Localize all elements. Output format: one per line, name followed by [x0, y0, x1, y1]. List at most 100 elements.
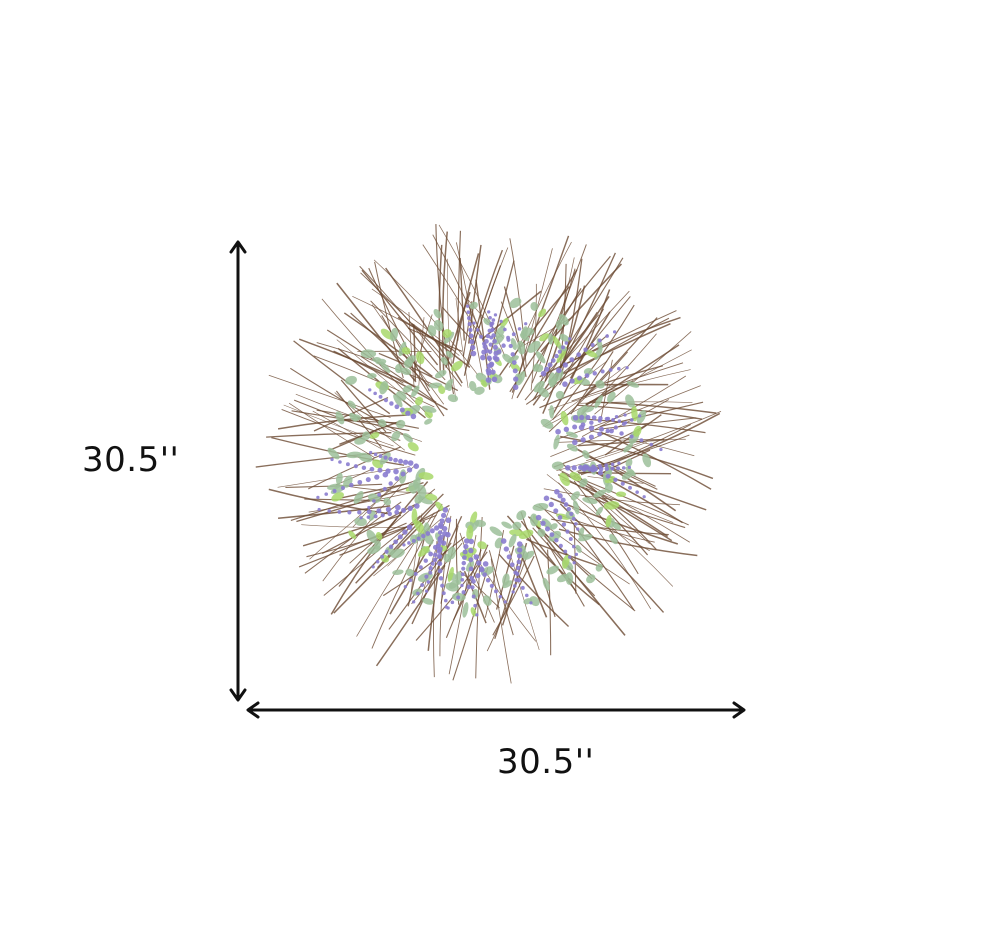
twig	[594, 331, 692, 415]
lavender-bud	[481, 341, 487, 346]
leaf	[475, 372, 487, 383]
lavender-bud	[617, 461, 621, 465]
leaf	[447, 394, 459, 403]
lavender-bud	[584, 464, 590, 470]
lavender-bud	[369, 450, 373, 455]
twig	[410, 513, 423, 596]
leaf	[417, 546, 430, 557]
lavender-bud	[485, 367, 492, 374]
twig	[352, 295, 455, 351]
twig	[278, 505, 391, 519]
twig	[407, 327, 463, 352]
lavender-bud	[509, 562, 515, 568]
lavender-bud	[317, 507, 321, 512]
leaf	[538, 308, 547, 318]
leaf	[548, 333, 554, 345]
lavender-bud	[469, 575, 474, 581]
lavender-bud	[578, 424, 585, 431]
leaf	[566, 443, 578, 452]
lavender-bud	[428, 551, 434, 557]
leaf	[327, 447, 340, 460]
lavender-bud	[394, 509, 400, 515]
lavender-bud	[494, 589, 498, 594]
lavender-bud	[413, 463, 420, 469]
lavender-bud	[627, 465, 632, 470]
twig	[539, 316, 681, 378]
leaf	[445, 350, 453, 358]
lavender-bud	[442, 507, 449, 513]
leaf	[502, 573, 510, 586]
lavender-bud	[554, 538, 559, 543]
lavender-bud	[514, 577, 519, 582]
leaf	[560, 410, 569, 426]
lavender-bud	[576, 527, 580, 531]
leaf	[390, 327, 399, 342]
twig	[509, 241, 572, 368]
lavender-bud	[378, 454, 383, 459]
lavender-bud	[347, 510, 352, 515]
leaf	[465, 560, 475, 572]
lavender-bud	[387, 511, 392, 517]
lavender-bud	[456, 595, 461, 600]
lavender-bud	[490, 369, 496, 375]
lavender-bud	[576, 352, 582, 358]
twig	[547, 369, 691, 411]
lavender-bud	[461, 590, 466, 595]
leaf	[435, 501, 444, 511]
twig	[293, 399, 401, 442]
lavender-bud	[571, 465, 577, 471]
lavender-bud	[473, 554, 480, 560]
leaf	[551, 461, 564, 470]
lavender-bud	[385, 506, 392, 513]
lavender-bud	[517, 547, 523, 553]
lavender-bud	[503, 600, 507, 604]
lavender-bud	[373, 514, 378, 519]
lavender-bud	[498, 594, 503, 599]
lavender-bud	[468, 566, 474, 572]
lavender-bud	[491, 333, 496, 338]
leaf	[495, 325, 506, 339]
lavender-bud	[591, 415, 597, 421]
lavender-bud	[357, 510, 362, 515]
lavender-bud	[460, 583, 464, 588]
lavender-bud	[372, 499, 376, 503]
twig	[371, 304, 445, 405]
leaf	[346, 451, 362, 459]
lavender-bud	[484, 348, 490, 353]
leaf	[401, 347, 411, 355]
lavender-bud	[492, 344, 498, 350]
lavender-bud	[580, 437, 586, 443]
twig	[571, 362, 684, 402]
twig	[558, 482, 652, 610]
lavender-bud	[406, 467, 413, 473]
lavender-bud	[473, 603, 477, 608]
lavender-bud	[332, 489, 337, 493]
leaf	[455, 571, 463, 585]
lavender-bud	[599, 426, 605, 432]
twig	[531, 269, 578, 344]
lavender-bud	[488, 315, 492, 320]
leaf	[530, 302, 539, 311]
lavender-bud	[501, 343, 506, 348]
lavender-bud	[467, 316, 471, 321]
lavender-bud	[659, 447, 663, 452]
twig	[375, 564, 446, 667]
lavender-bud	[433, 525, 440, 531]
leaf	[413, 477, 421, 489]
leaf	[559, 333, 570, 343]
twig	[486, 551, 529, 652]
lavender-bud	[605, 334, 609, 338]
leaf	[349, 412, 358, 422]
leaf	[443, 553, 451, 563]
lavender-bud	[408, 578, 413, 583]
lavender-bud	[610, 466, 615, 471]
lavender-bud	[480, 354, 486, 361]
leaf	[358, 452, 373, 463]
twig	[359, 265, 462, 387]
lavender-bud	[468, 327, 473, 333]
twig	[584, 317, 658, 398]
lavender-bud	[516, 578, 522, 583]
twig	[291, 410, 410, 432]
lavender-bud	[468, 557, 474, 563]
